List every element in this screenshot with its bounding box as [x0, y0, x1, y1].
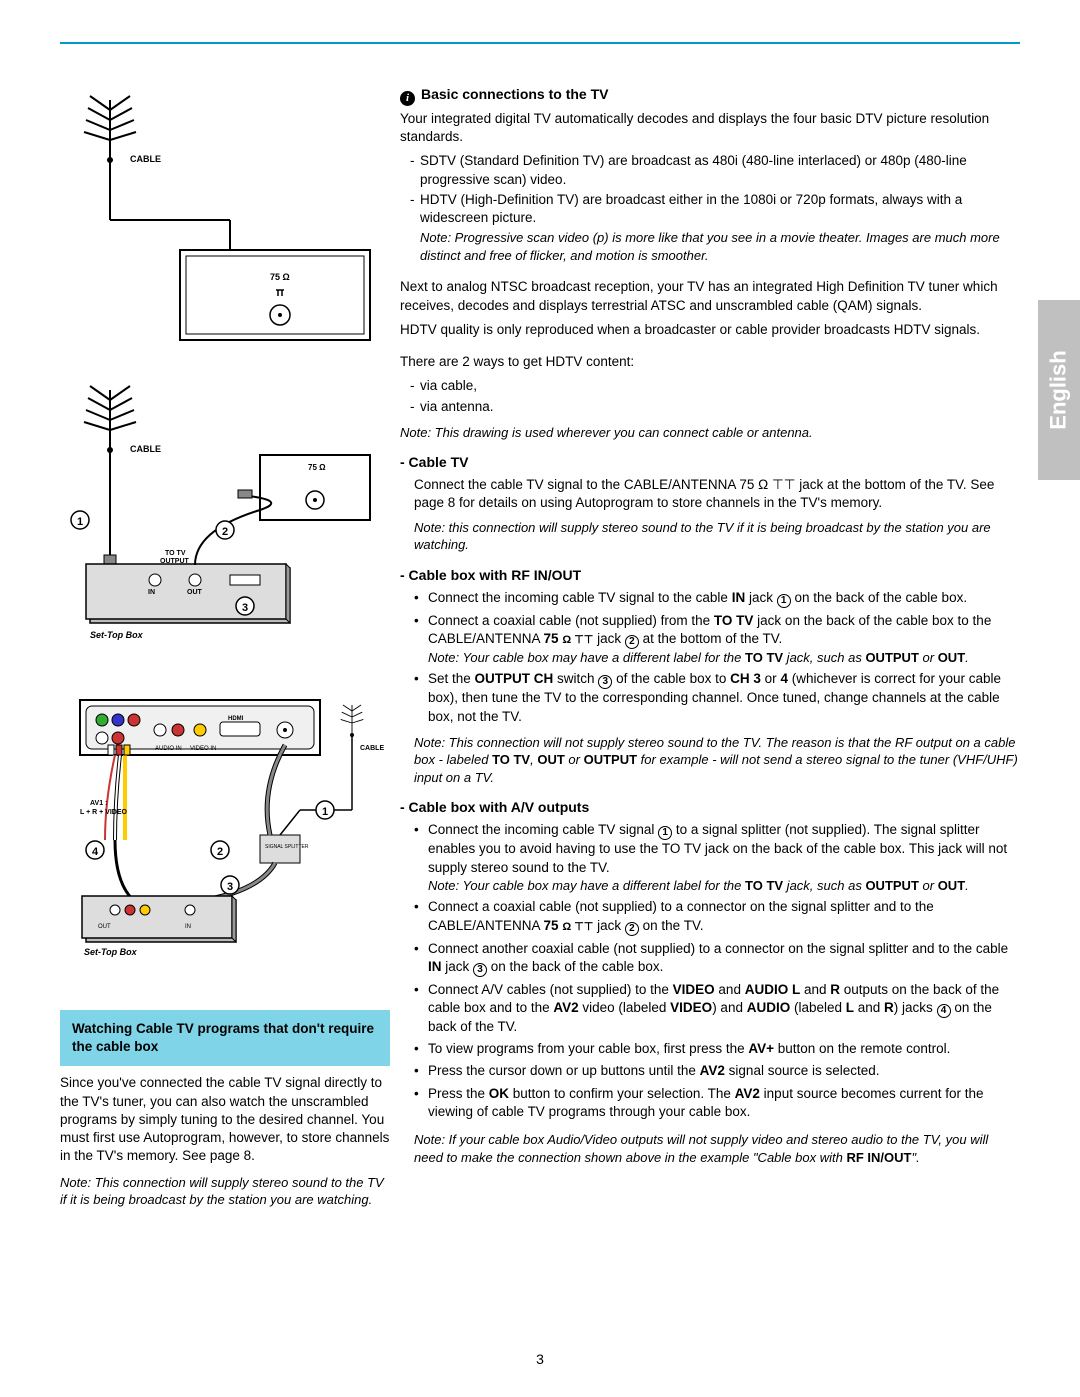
right-column: iBasic connections to the TV Your integr… — [400, 85, 1020, 1172]
svg-text:VIDEO IN: VIDEO IN — [190, 746, 216, 752]
svg-text:HDMI: HDMI — [228, 716, 244, 722]
svg-text:TO TV: TO TV — [165, 550, 186, 557]
svg-text:SIGNAL SPLITTER: SIGNAL SPLITTER — [265, 844, 309, 850]
av-bullets: Connect the incoming cable TV signal 1 t… — [400, 821, 1020, 1121]
svg-text:OUT: OUT — [187, 589, 203, 596]
language-tab-text: English — [1046, 350, 1072, 429]
ohm-label: 75 Ω — [270, 272, 290, 282]
av-heading: - Cable box with A/V outputs — [400, 798, 1020, 817]
svg-text:AV1 :: AV1 : — [90, 800, 107, 807]
cable-label: CABLE — [130, 154, 161, 164]
av-note2: Note: If your cable box Audio/Video outp… — [400, 1131, 1020, 1166]
svg-text:CABLE: CABLE — [130, 444, 161, 454]
rf-note2: Note: This connection will not supply st… — [400, 734, 1020, 787]
callout-body: Since you've connected the cable TV sign… — [60, 1074, 390, 1165]
intro-para: Your integrated digital TV automatically… — [400, 110, 1020, 146]
svg-text:4: 4 — [92, 846, 99, 858]
cable-tv-para: Connect the cable TV signal to the CABLE… — [400, 476, 1020, 512]
progressive-note: Note: Progressive scan video (p) is more… — [400, 229, 1020, 264]
svg-text:OUTPUT: OUTPUT — [160, 558, 190, 565]
callout-box: Watching Cable TV programs that don't re… — [60, 1010, 390, 1066]
two-ways: There are 2 ways to get HDTV content: — [400, 353, 1020, 371]
svg-text:1: 1 — [77, 516, 83, 528]
svg-text:Set-Top Box: Set-Top Box — [90, 630, 144, 640]
diagram-antenna-direct: CABLE 75 Ω — [60, 90, 390, 350]
callout-title: Watching Cable TV programs that don't re… — [72, 1020, 378, 1056]
svg-text:CABLE: CABLE — [360, 745, 384, 752]
left-column: CABLE 75 Ω CABLE — [60, 90, 390, 1209]
drawing-note: Note: This drawing is used wherever you … — [400, 424, 1020, 442]
cable-tv-heading: - Cable TV — [400, 453, 1020, 472]
hdtv-quality-para: HDTV quality is only reproduced when a b… — [400, 321, 1020, 339]
cable-tv-note: Note: this connection will supply stereo… — [400, 519, 1020, 554]
svg-text:3: 3 — [227, 881, 233, 893]
diagram-settop-av: AUDIO IN VIDEO IN HDMI CABLE SIGNAL SPLI… — [60, 690, 390, 980]
info-icon: i — [400, 91, 415, 106]
svg-text:75 Ω: 75 Ω — [308, 463, 326, 472]
tuner-para: Next to analog NTSC broadcast reception,… — [400, 278, 1020, 314]
svg-text:3: 3 — [242, 602, 248, 614]
svg-text:IN: IN — [148, 589, 155, 596]
top-rule — [60, 42, 1020, 44]
svg-text:2: 2 — [217, 846, 223, 858]
ways-list: via cable, via antenna. — [400, 377, 1020, 415]
svg-text:OUT: OUT — [98, 924, 111, 930]
svg-text:Set-Top Box: Set-Top Box — [84, 947, 138, 957]
diagram-settop-rf: CABLE 75 Ω TO TV OUTPUT IN OUT — [60, 380, 390, 660]
language-tab: English — [1038, 300, 1080, 480]
svg-text:2: 2 — [222, 526, 228, 538]
svg-text:IN: IN — [185, 924, 191, 930]
rf-bullets: Connect the incoming cable TV signal to … — [400, 589, 1020, 726]
section-heading: iBasic connections to the TV — [400, 85, 1020, 106]
svg-text:1: 1 — [322, 806, 328, 818]
svg-text:AUDIO IN: AUDIO IN — [155, 746, 182, 752]
rf-heading: - Cable box with RF IN/OUT — [400, 566, 1020, 585]
callout-note: Note: This connection will supply stereo… — [60, 1174, 390, 1209]
svg-text:L + R + VIDEO: L + R + VIDEO — [80, 809, 127, 816]
page-number: 3 — [0, 1351, 1080, 1367]
resolution-list: SDTV (Standard Definition TV) are broadc… — [400, 152, 1020, 227]
